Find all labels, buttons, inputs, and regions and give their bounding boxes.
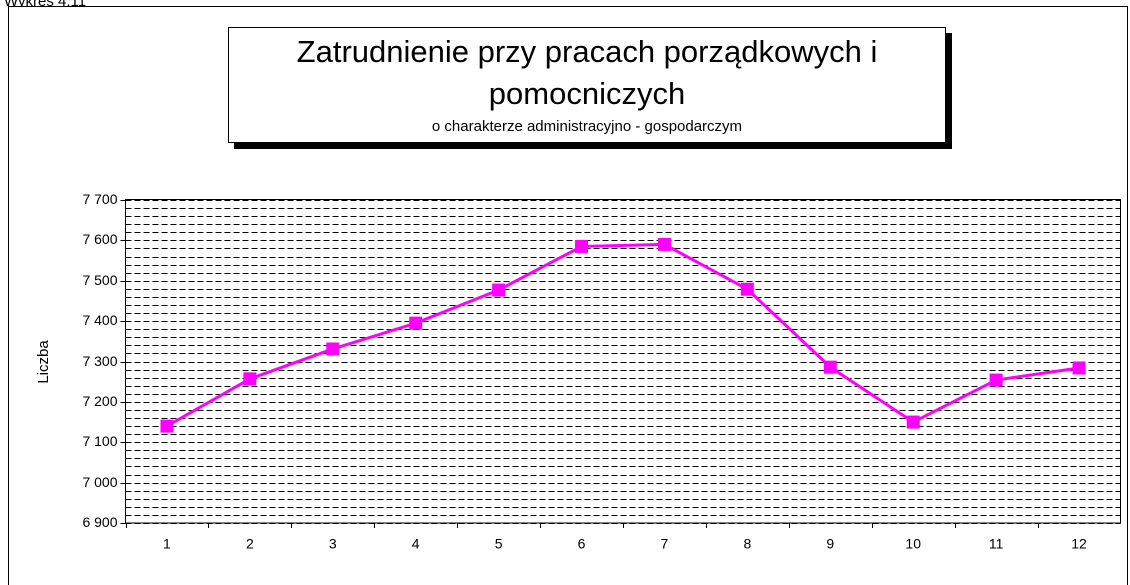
x-tick-label: 6 xyxy=(578,536,586,552)
x-tick-label: 7 xyxy=(661,536,669,552)
point-marker xyxy=(492,283,506,297)
plot-area xyxy=(125,199,1121,524)
chart-title: Zatrudnienie przy pracach porządkowych i xyxy=(297,34,878,69)
series-line xyxy=(166,242,1080,428)
y-tick-label: 7 100 xyxy=(82,433,117,449)
point-marker xyxy=(906,415,920,429)
point-marker xyxy=(160,419,174,433)
x-tick-label: 11 xyxy=(989,536,1004,552)
chart-subtitle: o charakterze administracyjno - gospodar… xyxy=(432,118,742,135)
x-tick-label: 3 xyxy=(329,536,337,552)
y-tick-label: 7 200 xyxy=(82,393,117,409)
x-tick-label: 12 xyxy=(1071,536,1087,552)
x-tick-label: 2 xyxy=(246,536,254,552)
chart-title: pomocniczych xyxy=(489,76,685,111)
title-box xyxy=(228,27,946,143)
x-tick-label: 5 xyxy=(495,536,503,552)
y-tick-label: 7 700 xyxy=(82,191,117,207)
y-tick-label: 7 500 xyxy=(82,272,117,288)
point-marker xyxy=(243,372,257,386)
y-tick-label: 7 600 xyxy=(82,231,117,247)
y-axis-label: Liczba xyxy=(35,340,52,384)
x-tick-label: 4 xyxy=(412,536,420,552)
x-tick-label: 8 xyxy=(743,536,751,552)
point-marker xyxy=(740,282,754,296)
point-marker xyxy=(326,342,340,356)
point-marker xyxy=(575,239,589,253)
point-marker xyxy=(1072,361,1086,375)
caption: Wykres 4.11 xyxy=(4,0,86,10)
y-tick-label: 7 400 xyxy=(82,312,117,328)
y-tick-label: 7 300 xyxy=(82,353,117,369)
y-tick-label: 6 900 xyxy=(82,514,117,530)
x-tick-label: 9 xyxy=(826,536,834,552)
x-tick-label: 1 xyxy=(163,536,171,552)
point-marker xyxy=(657,237,671,251)
point-marker xyxy=(823,360,837,374)
point-marker xyxy=(989,373,1003,387)
y-tick-label: 7 000 xyxy=(82,474,117,490)
point-marker xyxy=(409,316,423,330)
x-tick-label: 10 xyxy=(905,536,921,552)
